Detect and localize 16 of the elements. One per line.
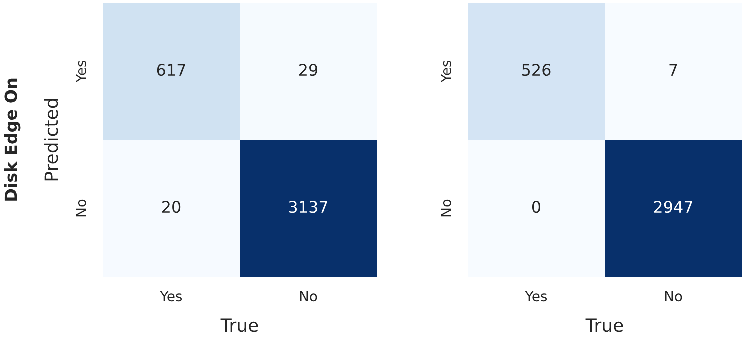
data-label: 29	[300, 64, 318, 76]
data-label: 2947	[654, 201, 692, 214]
data-label: 0	[532, 201, 541, 214]
x-tick-label: No	[665, 291, 682, 302]
text: Disk Edge On	[4, 78, 21, 201]
data-label: 3137	[289, 201, 328, 214]
data-label: 526	[522, 64, 551, 76]
x-tick-label: Yes	[160, 291, 182, 302]
data-label: 617	[157, 64, 186, 76]
data-label: 20	[162, 201, 181, 214]
y-axis-title: Predicted	[44, 99, 58, 181]
data-label: 7	[670, 64, 678, 76]
x-tick-label: No	[300, 291, 318, 302]
x-axis-title: True	[586, 318, 624, 332]
x-tick-label: Yes	[525, 291, 548, 302]
x-axis-title: True	[220, 318, 258, 332]
